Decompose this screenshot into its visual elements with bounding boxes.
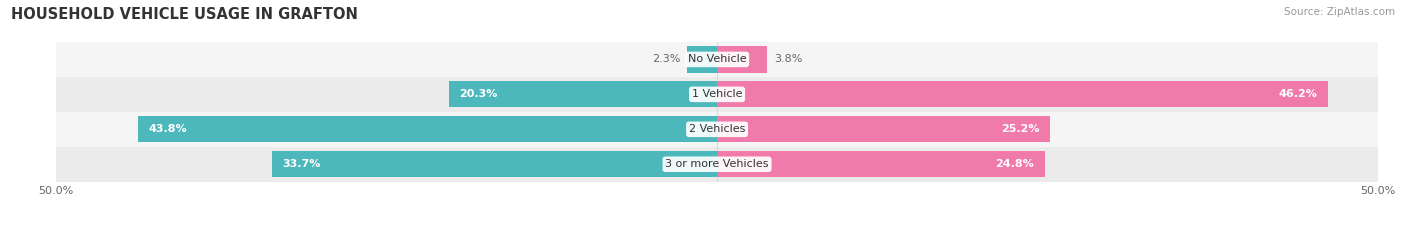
Text: Source: ZipAtlas.com: Source: ZipAtlas.com <box>1284 7 1395 17</box>
Text: 1 Vehicle: 1 Vehicle <box>692 89 742 99</box>
Text: 2.3%: 2.3% <box>651 55 681 64</box>
Text: 3.8%: 3.8% <box>773 55 803 64</box>
Bar <box>717 81 1327 107</box>
Text: 2 Vehicles: 2 Vehicles <box>689 124 745 134</box>
Legend: Owner-occupied, Renter-occupied: Owner-occupied, Renter-occupied <box>595 230 839 233</box>
Bar <box>138 116 717 142</box>
Bar <box>271 151 717 177</box>
Text: 33.7%: 33.7% <box>283 159 321 169</box>
Bar <box>56 42 1378 77</box>
Text: No Vehicle: No Vehicle <box>688 55 747 64</box>
Bar <box>56 77 1378 112</box>
Bar <box>717 116 1050 142</box>
Bar <box>449 81 717 107</box>
Bar <box>56 147 1378 182</box>
Bar <box>717 46 768 72</box>
Bar <box>686 46 717 72</box>
Text: 43.8%: 43.8% <box>149 124 187 134</box>
Text: HOUSEHOLD VEHICLE USAGE IN GRAFTON: HOUSEHOLD VEHICLE USAGE IN GRAFTON <box>11 7 359 22</box>
Text: 46.2%: 46.2% <box>1278 89 1317 99</box>
Bar <box>56 112 1378 147</box>
Text: 3 or more Vehicles: 3 or more Vehicles <box>665 159 769 169</box>
Text: 20.3%: 20.3% <box>460 89 498 99</box>
Text: 24.8%: 24.8% <box>995 159 1035 169</box>
Text: 25.2%: 25.2% <box>1001 124 1039 134</box>
Bar <box>717 151 1045 177</box>
